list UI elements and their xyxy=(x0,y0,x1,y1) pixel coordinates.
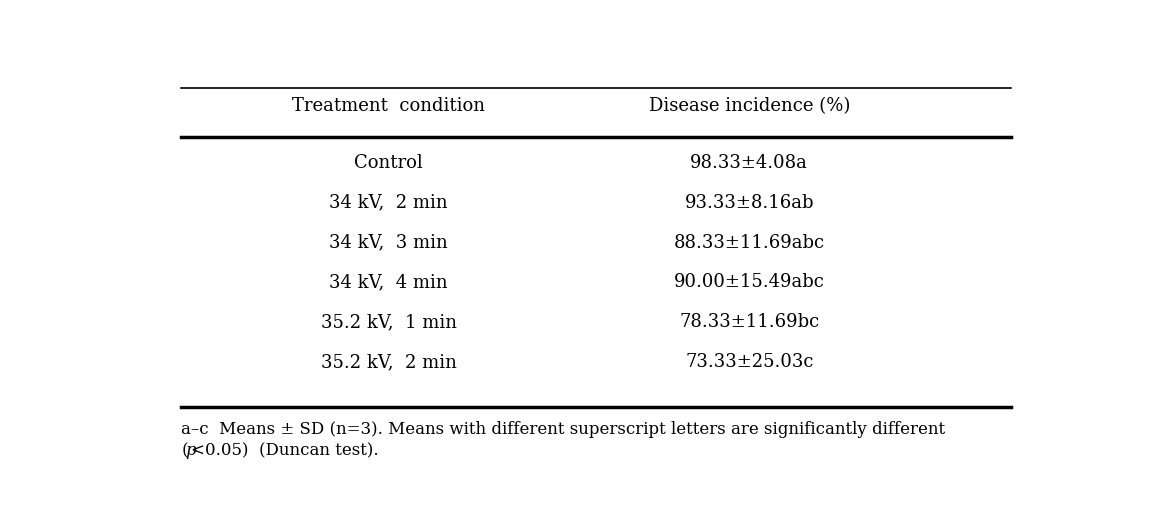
Text: 34 kV,  2 min: 34 kV, 2 min xyxy=(329,194,448,212)
Text: (: ( xyxy=(181,442,188,459)
Text: Control: Control xyxy=(355,154,423,172)
Text: 93.33±8.16ab: 93.33±8.16ab xyxy=(685,194,814,212)
Text: p: p xyxy=(186,442,197,459)
Text: a–c  Means ± SD (n=3). Means with different superscript letters are significantl: a–c Means ± SD (n=3). Means with differe… xyxy=(181,421,946,438)
Text: 35.2 kV,  1 min: 35.2 kV, 1 min xyxy=(321,313,457,332)
Text: 73.33±25.03c: 73.33±25.03c xyxy=(685,353,813,371)
Text: 34 kV,  3 min: 34 kV, 3 min xyxy=(329,234,448,252)
Text: 90.00±15.49abc: 90.00±15.49abc xyxy=(673,274,825,291)
Text: 34 kV,  4 min: 34 kV, 4 min xyxy=(329,274,448,291)
Text: Treatment  condition: Treatment condition xyxy=(292,97,485,115)
Text: <0.05)  (Duncan test).: <0.05) (Duncan test). xyxy=(191,442,379,459)
Text: 78.33±11.69bc: 78.33±11.69bc xyxy=(679,313,820,332)
Text: 88.33±11.69abc: 88.33±11.69abc xyxy=(673,234,825,252)
Text: Disease incidence (%): Disease incidence (%) xyxy=(649,97,850,115)
Text: 35.2 kV,  2 min: 35.2 kV, 2 min xyxy=(321,353,457,371)
Text: 98.33±4.08a: 98.33±4.08a xyxy=(691,154,808,172)
